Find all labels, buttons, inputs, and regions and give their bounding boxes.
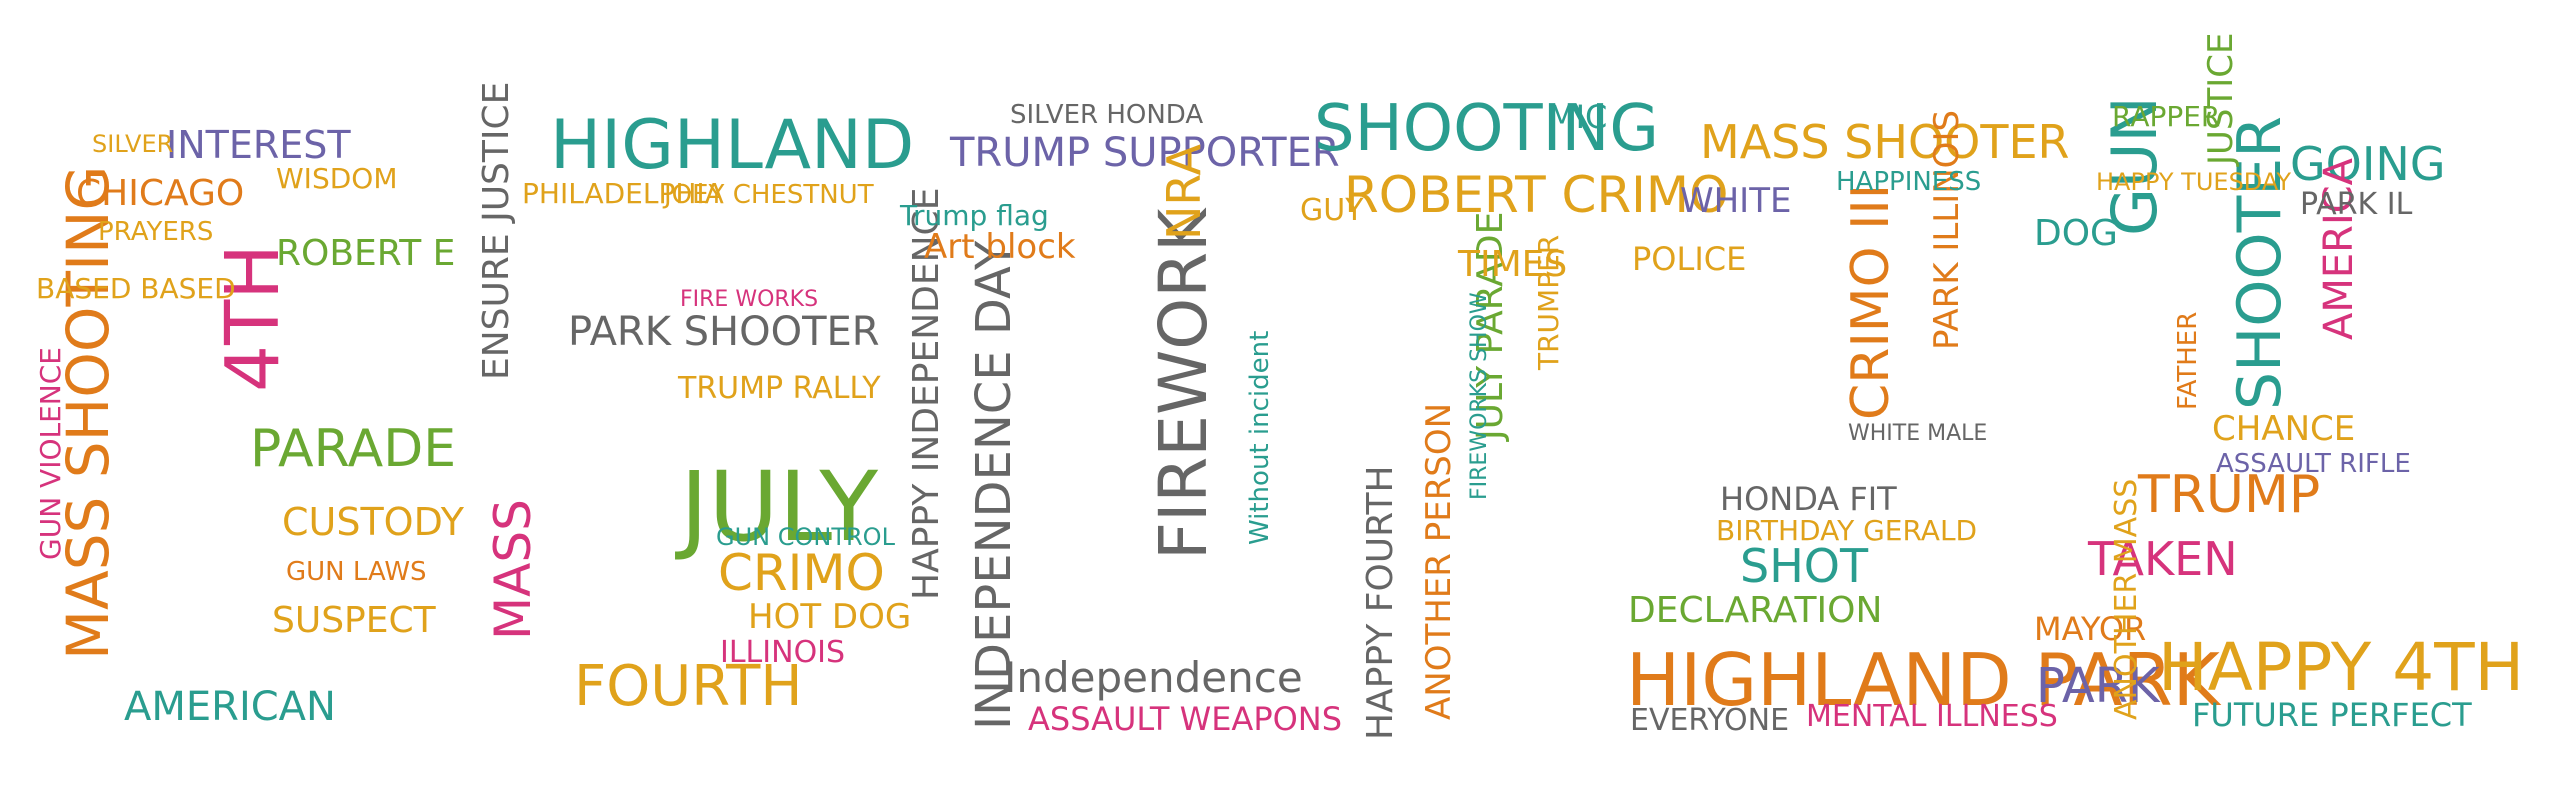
word-nra: NRA	[1157, 143, 1211, 240]
word-highland-park: HIGHLAND PARK	[1626, 638, 2222, 722]
word-trump: TRUMP	[2137, 465, 2320, 525]
word-father: FATHER	[2173, 312, 2203, 410]
word-honda-fit: HONDA FIT	[1720, 480, 1897, 518]
word-taken: TAKEN	[2087, 532, 2238, 586]
word-assault-rifle: ASSAULT RIFLE	[2216, 449, 2411, 479]
word-justice: JUSTICE	[2201, 32, 2241, 167]
word-assault-weapons: ASSAULT WEAPONS	[1028, 700, 1342, 738]
word-happy-independence: HAPPY INDEPENDENCE	[906, 188, 947, 600]
word-july: JULY	[675, 451, 878, 563]
word-silver-honda: SILVER HONDA	[1010, 100, 1203, 130]
word-wisdom: WISDOM	[276, 162, 397, 195]
word-parade: PARADE	[250, 419, 456, 479]
word-custody: CUSTODY	[282, 500, 465, 544]
word-happiness: HAPPINESS	[1836, 167, 1981, 197]
word-park-shooter: PARK SHOOTER	[568, 309, 880, 355]
word-guy: GUY	[1300, 193, 1364, 228]
word-philadelphia: PHILADELPHIA	[522, 177, 724, 210]
word-police: POLICE	[1632, 240, 1746, 278]
word-white-male: WHITE MALE	[1848, 421, 1987, 446]
word-gun: GUN	[2098, 96, 2171, 236]
word-mic: MIC	[1548, 98, 1607, 136]
word-park-2: PARK	[2036, 658, 2161, 714]
word-another-person: ANOTHER PERSON	[1419, 403, 1459, 720]
word-chicago: CHICAGO	[76, 173, 244, 214]
word-declaration: DECLARATION	[1628, 590, 1882, 631]
word-trump-supporter: TRUMP SUPPORTER	[949, 130, 1340, 176]
word-shooting: SHOOTING	[1314, 92, 1659, 166]
word-dog: DOG	[2034, 213, 2118, 254]
word-without-incident: Without incident	[1245, 331, 1275, 545]
word-white: WHITE	[1680, 181, 1791, 221]
word-fourth: FOURTH	[574, 654, 802, 719]
word-america: AMERICA	[2316, 157, 2362, 340]
word-gun-violence: GUN VIOLENCE	[34, 347, 67, 560]
word-american: AMERICAN	[124, 684, 336, 730]
word-independence-day: INDEPENDENCE DAY	[966, 240, 1022, 730]
word-crimo: CRIMO	[718, 544, 885, 602]
word-prayers: PRAYERS	[98, 217, 213, 247]
word-another-mass: ANOTHER MASS	[2109, 479, 2144, 720]
word-art-block: Art block	[924, 227, 1076, 267]
word-happy-4th: HAPPY 4TH	[2158, 629, 2524, 706]
word-park-il: PARK IL	[2300, 187, 2413, 222]
word-birthday-gerald: BIRTHDAY GERALD	[1716, 514, 1977, 547]
word-based-based: BASED BASED	[36, 272, 236, 305]
word-mass-shooter: MASS SHOOTER	[1700, 115, 2070, 169]
word-fire-works: FIRE WORKS	[680, 287, 818, 312]
word-gun-control: GUN CONTROL	[716, 523, 896, 551]
word-interest: INTEREST	[166, 123, 351, 167]
word-everyone: EVERYONE	[1630, 703, 1789, 738]
word-july-parade: JULY PARADE	[1470, 212, 1511, 442]
word-mass-5: MASS	[484, 499, 542, 640]
word-suspect: SUSPECT	[272, 600, 437, 641]
word-silver: SILVER	[92, 130, 173, 158]
word-robert-e: ROBERT E	[276, 233, 455, 274]
word-going: GOING	[2290, 137, 2445, 191]
word-park-illinois: PARK ILLINOIS	[1927, 110, 1967, 350]
word-illinois: ILLINOIS	[720, 635, 845, 670]
word-crimo-iii: CRIMO III	[1841, 184, 1901, 420]
word-shooter: SHOOTER	[2225, 116, 2295, 410]
word-trump-flag: Trump flag	[899, 199, 1049, 232]
word-happy-fourth: HAPPY FOURTH	[1360, 465, 1401, 740]
word-highland: HIGHLAND	[550, 106, 914, 185]
word-gun-laws: GUN LAWS	[286, 557, 427, 587]
word-independence: Independence	[1004, 653, 1303, 702]
word-fireworks-show: FIREWORKS SHOW	[1467, 292, 1492, 500]
word-mass-shooting: MASS SHOOTING	[54, 166, 122, 660]
word-chance: CHANCE	[2212, 409, 2355, 449]
word-firework: FIREWORK	[1145, 207, 1222, 560]
word-joey-chestnut: JOEY CHESTNUT	[662, 180, 874, 210]
word-shot: SHOT	[1740, 539, 1869, 593]
word-trumper: TRUMPER	[1532, 235, 1565, 371]
word-times: TIMES	[1457, 244, 1567, 285]
word-trump-rally: TRUMP RALLY	[677, 371, 881, 406]
word-happy-tuesday: HAPPY TUESDAY	[2096, 168, 2291, 196]
word-rapper: RAPPER	[2112, 100, 2220, 133]
word-future-perfect: FUTURE PERFECT	[2192, 696, 2472, 734]
word-mayor: MAYOR	[2034, 610, 2146, 648]
word-robert-crimo: ROBERT CRIMO	[1344, 166, 1728, 224]
word-ensure-justice: ENSURE JUSTICE	[476, 82, 517, 380]
word-4th: 4TH	[210, 244, 296, 392]
word-hot-dog: HOT DOG	[748, 597, 911, 637]
word-mental-illness: MENTAL ILLNESS	[1806, 699, 2058, 734]
